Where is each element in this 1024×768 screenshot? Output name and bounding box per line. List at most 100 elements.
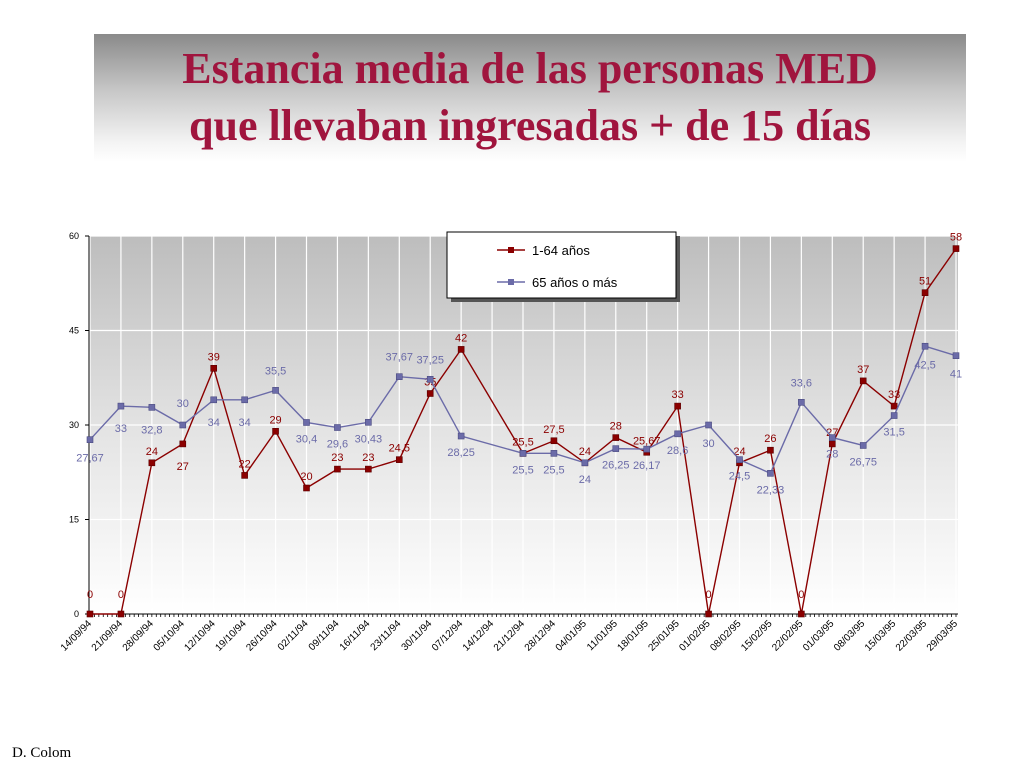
data-label-old: 34 (239, 417, 251, 429)
data-label-old: 35,5 (265, 365, 286, 377)
x-tick-label: 08/03/95 (832, 618, 868, 654)
x-tick-label: 09/11/94 (307, 618, 342, 653)
data-label-young: 27,5 (543, 424, 564, 436)
data-label-old: 28,25 (447, 447, 475, 459)
data-point-old (798, 399, 805, 406)
slide-title: Estancia media de las personas MED que l… (94, 40, 966, 154)
x-tick-label: 02/11/94 (276, 618, 311, 653)
data-label-young: 27 (177, 461, 189, 473)
data-point-old (179, 421, 187, 429)
legend: 1-64 años 65 años o más (446, 231, 680, 302)
data-label-young: 33 (672, 389, 684, 401)
data-point-old (86, 436, 94, 443)
data-label-young: 23 (331, 452, 343, 464)
legend-label: 1-64 años (532, 243, 590, 258)
x-tick-label: 01/03/95 (801, 618, 837, 654)
slide-title-line-1: Estancia media de las personas MED (182, 44, 878, 93)
series-line-old (89, 345, 957, 475)
legend-marker (508, 247, 514, 253)
data-label-old: 24,5 (729, 471, 750, 483)
data-label-young: 29 (269, 414, 281, 426)
data-point-old (241, 396, 248, 404)
data-label-young: 23 (362, 452, 374, 464)
data-label-old: 33 (115, 423, 127, 435)
data-label-young: 37 (857, 364, 869, 376)
y-tick-label: 0 (74, 609, 79, 619)
title-band (94, 34, 966, 162)
data-label-old: 30 (702, 438, 714, 450)
data-point-young (365, 465, 372, 473)
data-point-young (798, 610, 805, 618)
data-point-young (952, 245, 960, 252)
x-tick-label: 15/03/95 (863, 618, 899, 654)
data-point-young (241, 472, 248, 479)
data-label-old: 32,8 (141, 424, 162, 436)
data-point-old (334, 424, 341, 431)
data-point-young (426, 390, 434, 397)
data-label-old: 25,5 (512, 464, 533, 476)
x-tick-label: 07/12/94 (430, 618, 466, 654)
data-label-young: 58 (950, 232, 962, 244)
x-tick-label: 15/02/95 (739, 618, 775, 654)
data-label-young: 0 (87, 589, 93, 601)
data-point-old (117, 402, 125, 410)
data-point-young (334, 465, 341, 473)
data-point-old (828, 434, 836, 441)
data-point-old (303, 419, 310, 426)
data-label-old: 30,43 (355, 433, 383, 445)
data-label-young: 25,5 (512, 436, 533, 448)
data-label-young: 24 (146, 446, 158, 458)
data-point-old (457, 432, 465, 440)
x-tick-label: 21/12/94 (492, 618, 528, 654)
data-label-young: 25,67 (633, 435, 661, 447)
data-point-old (643, 445, 651, 453)
data-point-young (117, 610, 125, 618)
x-tick-label: 28/12/94 (523, 618, 559, 654)
legend-label: 65 años o más (532, 275, 618, 290)
data-point-old (519, 450, 527, 457)
data-label-old: 34 (208, 417, 220, 429)
data-label-old: 26,25 (602, 460, 630, 472)
data-label-old: 24 (579, 474, 591, 486)
data-point-young (272, 427, 279, 435)
data-label-old: 26,75 (849, 456, 877, 468)
data-label-young: 22 (239, 458, 251, 470)
data-point-young (303, 484, 310, 492)
data-point-young (86, 610, 94, 618)
data-label-old: 33,6 (791, 377, 812, 389)
credit-text: D. Colom (12, 745, 72, 761)
plot-area: 0 15 30 45 60 14/09/9421/09/9428/09/9405/10/9… (59, 231, 962, 654)
x-tick-label: 04/01/95 (554, 618, 590, 654)
data-point-old (674, 430, 681, 438)
data-label-young: 33 (888, 389, 900, 401)
data-point-old (705, 421, 712, 429)
data-point-old (952, 352, 960, 360)
data-label-young: 24 (733, 446, 745, 458)
data-point-old (365, 418, 372, 426)
x-tick-label: 14/12/94 (461, 618, 497, 654)
x-tick-label: 05/10/94 (152, 618, 188, 654)
data-label-young: 0 (798, 589, 804, 601)
data-label-old: 37,25 (416, 354, 444, 366)
data-point-young (859, 377, 867, 385)
x-tick-label: 11/01/95 (585, 618, 620, 653)
x-tick-label: 22/03/95 (894, 618, 930, 654)
series-line-young (90, 248, 957, 615)
x-tick-label: 14/09/94 (59, 618, 95, 654)
y-tick-label: 30 (69, 420, 79, 430)
x-tick-label: 08/02/95 (708, 618, 744, 654)
data-point-young (457, 346, 465, 353)
data-label-young: 24 (579, 446, 591, 458)
data-label-young: 28 (610, 421, 622, 433)
data-point-young (674, 402, 681, 410)
data-label-old: 30 (177, 398, 189, 410)
data-label-young: 0 (706, 589, 712, 601)
x-tick-label: 22/02/95 (770, 618, 806, 654)
data-label-old: 28 (826, 449, 838, 461)
x-tick-label: 18/01/95 (616, 618, 652, 654)
y-tick-label: 15 (69, 515, 79, 525)
x-tick-label: 29/03/95 (925, 618, 961, 654)
data-point-old (859, 442, 867, 449)
data-point-young (612, 434, 620, 441)
